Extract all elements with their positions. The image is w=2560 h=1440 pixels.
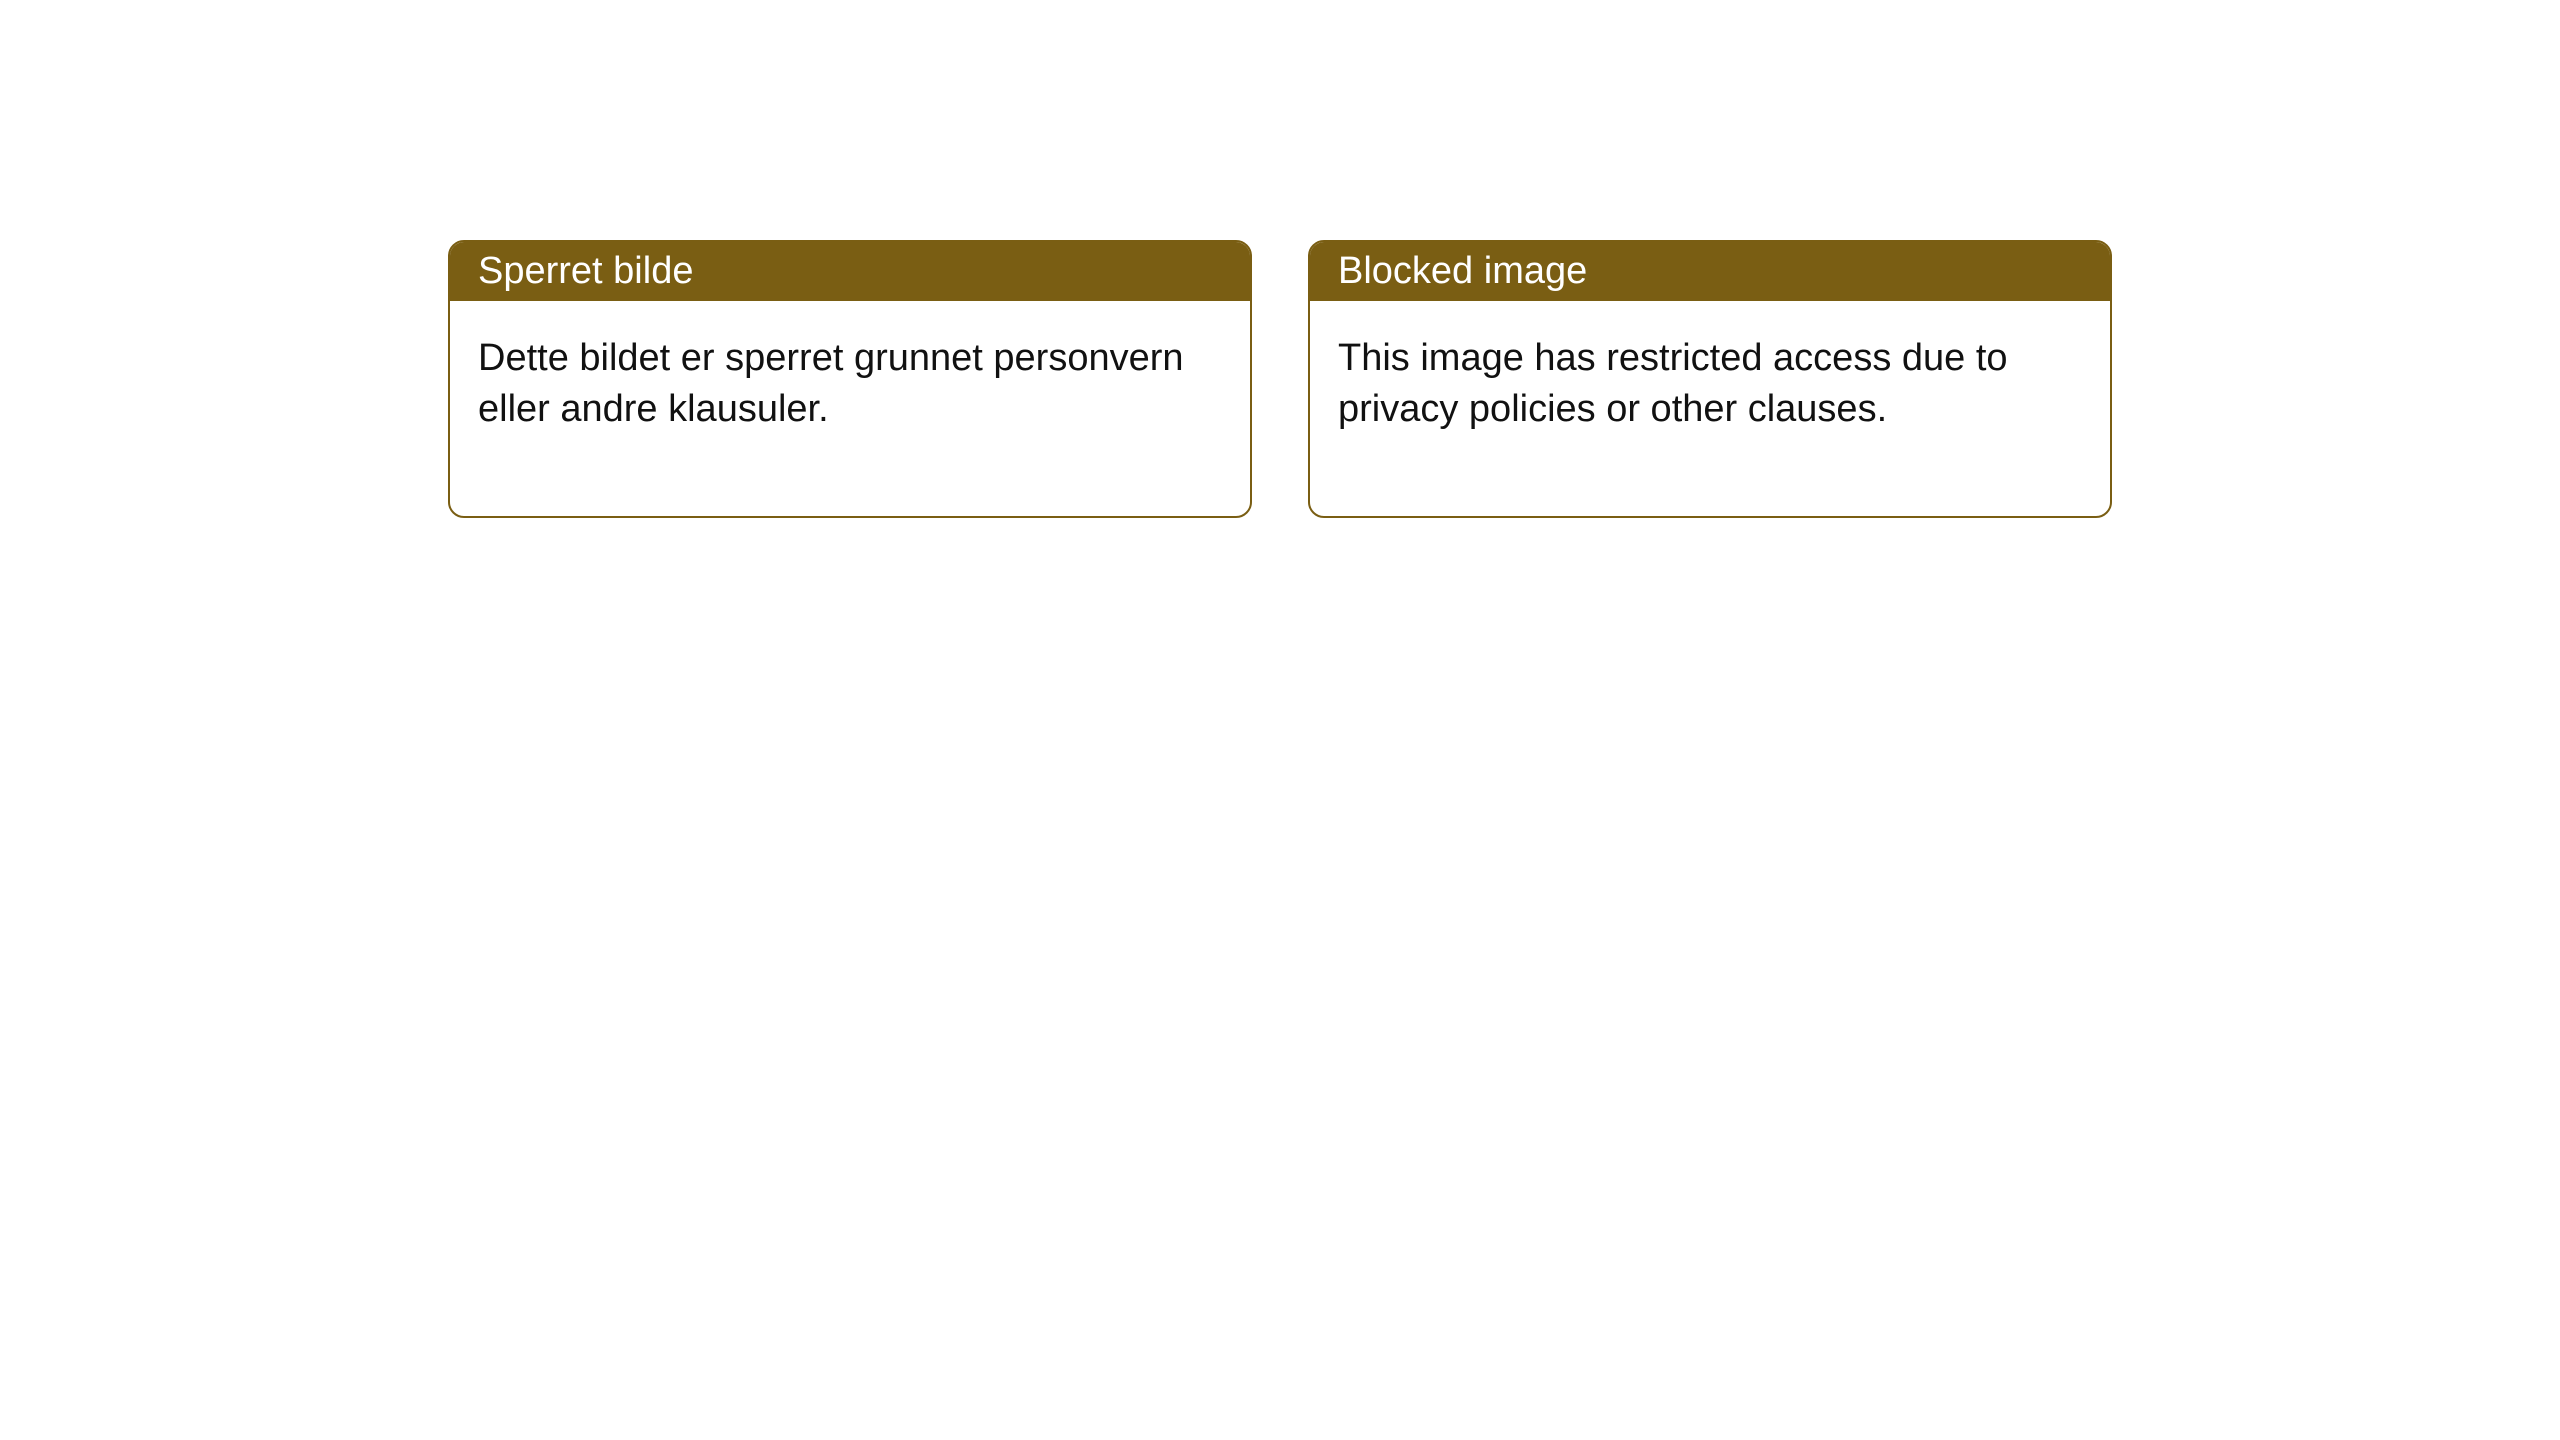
- notice-container: Sperret bilde Dette bildet er sperret gr…: [0, 0, 2560, 518]
- notice-body-text-english: This image has restricted access due to …: [1338, 337, 2008, 430]
- notice-body-text-norwegian: Dette bildet er sperret grunnet personve…: [478, 337, 1184, 430]
- notice-header-english: Blocked image: [1310, 242, 2110, 301]
- notice-card-english: Blocked image This image has restricted …: [1308, 240, 2112, 518]
- notice-body-english: This image has restricted access due to …: [1310, 301, 2110, 516]
- notice-title-english: Blocked image: [1338, 250, 1587, 292]
- notice-title-norwegian: Sperret bilde: [478, 250, 693, 292]
- notice-body-norwegian: Dette bildet er sperret grunnet personve…: [450, 301, 1250, 516]
- notice-card-norwegian: Sperret bilde Dette bildet er sperret gr…: [448, 240, 1252, 518]
- notice-header-norwegian: Sperret bilde: [450, 242, 1250, 301]
